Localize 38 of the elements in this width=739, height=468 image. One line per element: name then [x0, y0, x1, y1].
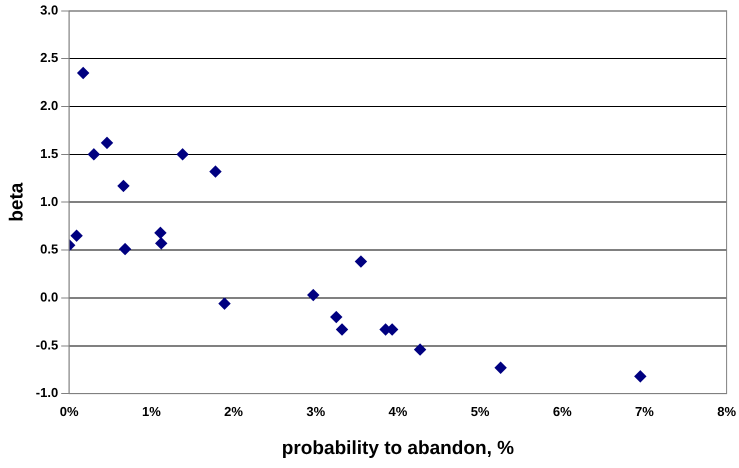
x-tick-label: 5%	[470, 404, 490, 419]
x-tick-label: 1%	[142, 404, 162, 419]
x-tick-label: 0%	[60, 404, 80, 419]
y-axis-title: beta	[6, 182, 28, 222]
point	[101, 136, 113, 149]
x-tick-label: 3%	[306, 404, 326, 419]
point	[336, 323, 348, 336]
y-tick-label: 1.5	[40, 146, 58, 161]
point	[414, 344, 426, 356]
y-tick-label: 0.0	[40, 289, 58, 304]
point	[88, 148, 100, 160]
x-tick-label: 7%	[635, 404, 654, 419]
point	[330, 311, 342, 324]
y-tick-label: -0.5	[36, 337, 58, 352]
y-tick-label: 2.0	[40, 98, 58, 114]
x-tick-label: 6%	[552, 404, 572, 419]
y-tick-label: 3.0	[40, 2, 58, 18]
point	[154, 226, 166, 239]
x-tick-label: 2%	[224, 404, 244, 419]
point	[117, 180, 130, 192]
point	[155, 237, 168, 250]
y-tick-label: -1.0	[36, 385, 58, 400]
point	[354, 256, 367, 268]
point	[176, 148, 189, 160]
point	[77, 67, 90, 80]
x-tick-label: 8%	[717, 404, 736, 419]
point	[119, 243, 132, 256]
point	[494, 362, 507, 374]
x-axis-title: probability to abandon, %	[282, 438, 514, 459]
x-tick-label: 4%	[388, 404, 408, 419]
y-tick-label: 2.5	[40, 50, 58, 66]
point	[70, 230, 83, 242]
y-tick-label: 0.5	[40, 242, 58, 257]
point	[307, 289, 320, 302]
point	[218, 298, 231, 310]
y-tick-label: 1.0	[40, 194, 58, 209]
point	[209, 166, 222, 178]
point	[634, 370, 646, 382]
